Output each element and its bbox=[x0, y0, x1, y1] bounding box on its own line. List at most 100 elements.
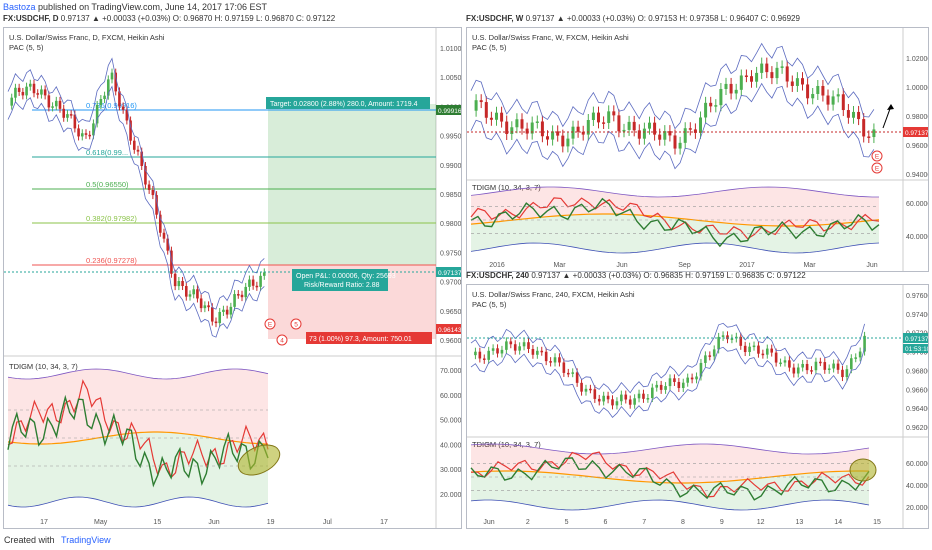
weekly-event-marker bbox=[871, 150, 883, 162]
daily-candle bbox=[66, 114, 69, 118]
h4-candle bbox=[814, 361, 818, 371]
weekly-candle bbox=[576, 126, 580, 132]
weekly-candle bbox=[780, 66, 784, 68]
daily-candle bbox=[80, 133, 84, 137]
h4-candle bbox=[681, 382, 685, 389]
daily-candle bbox=[259, 275, 262, 287]
daily-event-marker bbox=[264, 318, 276, 330]
daily-candle bbox=[233, 294, 236, 307]
h4-candle bbox=[863, 335, 866, 352]
weekly-price-tick: 1.02000 bbox=[906, 56, 928, 63]
weekly-pac-upper bbox=[470, 42, 875, 130]
h4-date-tick: 9 bbox=[720, 519, 724, 526]
h4-candle bbox=[788, 360, 791, 368]
daily-date-tick: 17 bbox=[380, 519, 388, 526]
h4-candle bbox=[739, 336, 743, 346]
h4-chart-panel[interactable]: U.S. Dollar/Swiss Franc, 240, FXCM, Heik… bbox=[466, 284, 931, 529]
weekly-candle bbox=[785, 66, 789, 82]
h4-candle bbox=[544, 351, 548, 362]
h4-candle bbox=[858, 351, 862, 358]
author-link[interactable]: Bastoza bbox=[3, 2, 36, 12]
h4-candle bbox=[562, 362, 566, 373]
weekly-candle bbox=[597, 112, 600, 123]
weekly-candle bbox=[831, 96, 835, 105]
h4-pac-upper bbox=[470, 322, 865, 395]
weekly-candle bbox=[484, 102, 488, 118]
daily-event-marker bbox=[276, 334, 288, 346]
weekly-candle bbox=[724, 83, 728, 89]
weekly-title: FX:USDCHF, W 0.97137 ▲ +0.00033 (+0.03%)… bbox=[466, 14, 800, 23]
h4-candle bbox=[549, 361, 552, 363]
daily-chart-svg[interactable]: U.S. Dollar/Swiss Franc, D, FXCM, Heikin… bbox=[4, 28, 465, 528]
weekly-date-tick: Jun bbox=[866, 262, 877, 269]
weekly-candle bbox=[540, 121, 544, 137]
daily-candle bbox=[203, 305, 207, 309]
h4-date-tick: 7 bbox=[642, 519, 646, 526]
h4-last-price-tag bbox=[903, 333, 928, 343]
daily-candle bbox=[140, 151, 144, 166]
weekly-chart-panel[interactable]: U.S. Dollar/Swiss Franc, W, FXCM, Heikin… bbox=[466, 27, 931, 272]
daily-candle bbox=[158, 214, 162, 233]
daily-candle bbox=[184, 286, 188, 297]
h4-candle bbox=[770, 348, 774, 353]
weekly-candle bbox=[571, 126, 575, 139]
h4-candle bbox=[783, 360, 787, 363]
daily-candle bbox=[129, 120, 132, 141]
weekly-date-tick: Sep bbox=[678, 262, 691, 269]
daily-candle bbox=[181, 280, 184, 287]
weekly-candle bbox=[658, 134, 662, 140]
weekly-candle bbox=[795, 78, 799, 86]
weekly-chart-svg[interactable]: U.S. Dollar/Swiss Franc, W, FXCM, Heikin… bbox=[467, 28, 931, 271]
daily-candle bbox=[251, 279, 255, 286]
weekly-date-tick: Mar bbox=[553, 262, 566, 269]
weekly-event-marker-label: E bbox=[875, 154, 880, 161]
weekly-osc-tick: 40.0000 bbox=[906, 234, 928, 241]
h4-candle bbox=[752, 345, 756, 348]
daily-price-tag-target-text: 0.99916 bbox=[438, 108, 461, 115]
weekly-candle bbox=[683, 128, 687, 143]
daily-candle bbox=[73, 114, 77, 129]
daily-pac-upper bbox=[7, 57, 265, 310]
daily-candle bbox=[177, 280, 181, 287]
daily-chart-panel[interactable]: U.S. Dollar/Swiss Franc, D, FXCM, Heikin… bbox=[3, 27, 465, 529]
daily-price-tick: 1.01000 bbox=[440, 46, 461, 53]
h4-candle bbox=[513, 344, 517, 351]
daily-candle bbox=[88, 134, 92, 137]
daily-open-pl-box bbox=[292, 269, 388, 291]
weekly-candle bbox=[852, 111, 855, 118]
daily-candle bbox=[118, 91, 121, 107]
weekly-candle bbox=[505, 121, 509, 135]
h4-candle bbox=[633, 398, 636, 405]
weekly-candle bbox=[760, 63, 764, 73]
weekly-candle bbox=[622, 129, 626, 132]
daily-candle bbox=[121, 106, 125, 110]
daily-candle bbox=[43, 89, 47, 96]
h4-candle bbox=[836, 363, 840, 370]
weekly-candle bbox=[688, 128, 692, 130]
h4-candle bbox=[796, 367, 800, 374]
daily-candle bbox=[32, 83, 36, 94]
daily-candle bbox=[144, 165, 147, 185]
daily-candle bbox=[21, 91, 25, 96]
tradingview-logo-link[interactable]: TradingView bbox=[61, 535, 111, 545]
h4-candle bbox=[642, 393, 645, 399]
daily-candle bbox=[207, 305, 210, 308]
daily-target-label: Target: 0.02800 (2.88%) 280.0, Amount: 1… bbox=[270, 101, 418, 108]
h4-date-tick: 8 bbox=[681, 519, 685, 526]
daily-osc-tick: 70.0000 bbox=[440, 368, 461, 375]
daily-candle bbox=[28, 83, 32, 87]
weekly-symbol: FX:USDCHF, W bbox=[466, 14, 524, 23]
weekly-candle bbox=[739, 75, 743, 90]
h4-chart-svg[interactable]: U.S. Dollar/Swiss Franc, 240, FXCM, Heik… bbox=[467, 285, 931, 528]
daily-rr-ratio: Risk/Reward Ratio: 2.88 bbox=[304, 282, 380, 289]
daily-price-tag-last-text: 0.97137 bbox=[438, 270, 461, 277]
weekly-candle bbox=[714, 105, 718, 107]
h4-pac-label: PAC (5, 5) bbox=[472, 300, 507, 309]
weekly-candle bbox=[474, 100, 478, 111]
daily-pac-label: PAC (5, 5) bbox=[9, 43, 44, 52]
